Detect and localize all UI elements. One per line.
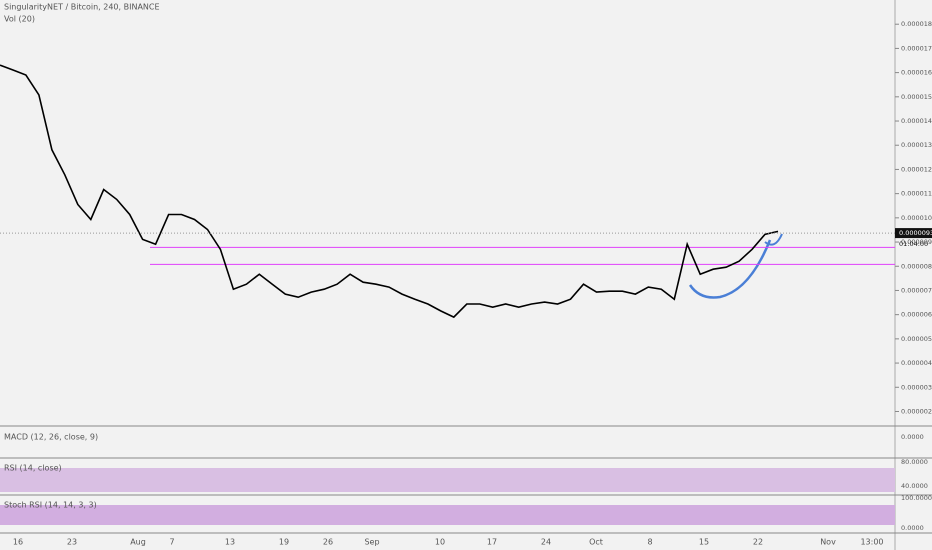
x-tick-label: Oct	[589, 538, 603, 547]
x-tick-label: 26	[323, 538, 333, 547]
y-tick-label: 0.00001200	[901, 165, 932, 173]
x-tick-label: 15	[699, 538, 709, 547]
x-tick-label: 23	[67, 538, 77, 547]
x-tick-label: Nov	[820, 538, 836, 547]
y-tick-label: 0.00001500	[901, 93, 932, 101]
y-tick-label: 0.00001600	[901, 69, 932, 77]
pane-axis-label: 40.0000	[901, 482, 928, 490]
x-tick-label: 13:00	[860, 538, 883, 547]
pane-axis-label: 100.0000	[901, 494, 932, 502]
last-price-box	[895, 228, 932, 239]
pane-axis-label: 0.0000	[901, 433, 924, 441]
y-tick-label: 0.00000400	[901, 359, 932, 367]
pane-title: Stoch RSI (14, 14, 3, 3)	[4, 501, 97, 510]
chart-title: SingularityNET / Bitcoin, 240, BINANCE	[4, 3, 160, 12]
last-price-label: 0.00000937	[899, 229, 932, 237]
volume-label: Vol (20)	[4, 15, 35, 24]
y-tick-label: 0.00000300	[901, 383, 932, 391]
stoch-band	[0, 505, 895, 525]
x-tick-label: 22	[753, 538, 763, 547]
pane-axis-label: 80.0000	[901, 458, 928, 466]
pane-axis-label: 0.0000	[901, 524, 924, 532]
y-tick-label: 0.00000900	[901, 238, 932, 246]
x-tick-label: 16	[13, 538, 23, 547]
x-tick-label: Sep	[364, 538, 379, 547]
x-tick-label: 8	[647, 538, 652, 547]
y-tick-label: 0.00001000	[901, 214, 932, 222]
y-tick-label: 0.00001400	[901, 117, 932, 125]
x-tick-label: 24	[541, 538, 551, 547]
countdown: 01:04:00	[899, 240, 928, 248]
y-tick-label: 0.00000800	[901, 262, 932, 270]
x-tick-label: Aug	[130, 538, 146, 547]
y-tick-label: 0.00000700	[901, 286, 932, 294]
y-tick-label: 0.00001100	[901, 190, 932, 198]
x-tick-label: 19	[279, 538, 289, 547]
pane-title: MACD (12, 26, close, 9)	[4, 433, 98, 442]
cup-drawing	[688, 239, 772, 299]
price-line	[0, 64, 779, 319]
y-tick-label: 0.00000500	[901, 335, 932, 343]
x-tick-label: 10	[435, 538, 445, 547]
x-tick-label: 17	[487, 538, 497, 547]
y-tick-label: 0.00000200	[901, 407, 932, 415]
rsi-band	[0, 468, 895, 492]
y-tick-label: 0.00001700	[901, 44, 932, 52]
y-tick-label: 0.00000600	[901, 311, 932, 319]
x-tick-label: 13	[225, 538, 235, 547]
pane-title: RSI (14, close)	[4, 464, 62, 473]
handle-drawing	[764, 233, 783, 246]
y-tick-label: 0.00001800	[901, 20, 932, 28]
y-tick-label: 0.00001300	[901, 141, 932, 149]
x-tick-label: 7	[169, 538, 174, 547]
